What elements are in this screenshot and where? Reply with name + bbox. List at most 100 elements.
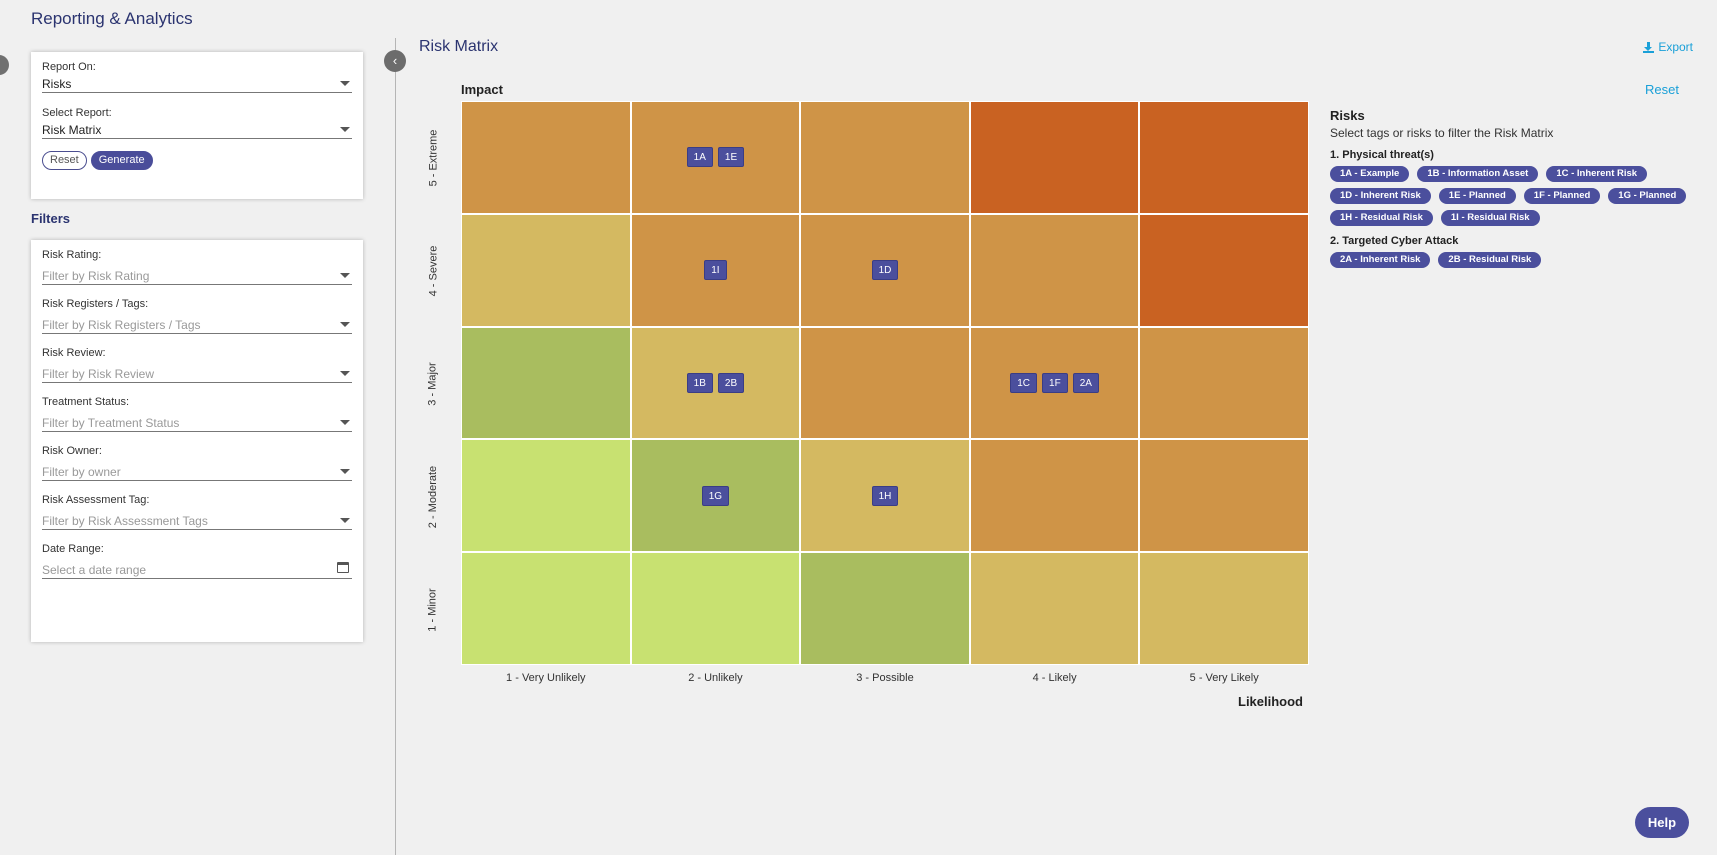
filter-label: Risk Review:	[42, 347, 106, 359]
risks-subtitle: Select tags or risks to filter the Risk …	[1330, 126, 1554, 140]
matrix-cell[interactable]: 1C 1F 2A	[970, 327, 1139, 439]
matrix-cell[interactable]	[970, 553, 1139, 664]
risk-chip[interactable]: 1C - Inherent Risk	[1546, 166, 1648, 182]
filter-input[interactable]: Filter by Risk Review	[42, 365, 352, 383]
risk-chip[interactable]: 1H - Residual Risk	[1330, 210, 1433, 226]
filter-select[interactable]: Risk Owner: Filter by owner	[42, 445, 352, 481]
risk-chip-list: 2A - Inherent Risk 2B - Residual Risk	[1330, 252, 1700, 268]
chevron-down-icon[interactable]	[340, 469, 350, 474]
risk-marker[interactable]: 2A	[1072, 372, 1099, 393]
risk-marker[interactable]: 1A	[686, 147, 713, 168]
impact-axis-label: Impact	[461, 82, 503, 97]
risk-marker[interactable]: 1I	[704, 260, 727, 281]
panel-divider	[395, 38, 396, 855]
chevron-down-icon[interactable]	[340, 81, 350, 86]
matrix-cell[interactable]	[462, 327, 630, 439]
matrix-cell[interactable]: 1D	[801, 214, 969, 326]
filter-select[interactable]: Risk Review: Filter by Risk Review	[42, 347, 352, 383]
risk-marker[interactable]: 2B	[717, 372, 745, 393]
chevron-down-icon[interactable]	[340, 518, 350, 523]
matrix-cell[interactable]	[462, 440, 630, 552]
matrix-cell[interactable]	[970, 440, 1139, 552]
risk-marker[interactable]: 1E	[717, 147, 745, 168]
matrix-reset-link[interactable]: Reset	[1645, 82, 1679, 97]
risk-marker[interactable]: 1C	[1010, 372, 1038, 393]
report-panel: Report On: Risks Select Report: Risk Mat…	[31, 52, 363, 199]
matrix-cell[interactable]	[1140, 214, 1308, 326]
impact-labels: 5 - Extreme 4 - Severe 3 - Major 2 - Modera…	[423, 101, 443, 665]
matrix-cell[interactable]: 1I	[631, 214, 800, 326]
reset-button[interactable]: Reset	[42, 151, 87, 170]
help-button[interactable]: Help	[1635, 807, 1689, 838]
matrix-cell[interactable]	[1140, 440, 1308, 552]
risk-chip[interactable]: 2A - Inherent Risk	[1330, 252, 1431, 268]
report-on-select[interactable]: Report On: Risks	[42, 61, 352, 93]
matrix-cell[interactable]	[1140, 553, 1308, 664]
generate-button[interactable]: Generate	[90, 151, 153, 170]
report-on-value[interactable]: Risks	[42, 75, 352, 93]
sidebar-toggle-icon[interactable]	[0, 55, 9, 75]
chevron-down-icon[interactable]	[340, 322, 350, 327]
matrix-cell[interactable]	[970, 102, 1139, 213]
risk-marker[interactable]: 1F	[1042, 372, 1068, 393]
matrix-cell[interactable]: 1G	[631, 440, 800, 552]
filter-input[interactable]: Filter by Risk Registers / Tags	[42, 316, 352, 334]
risk-chip[interactable]: 1I - Residual Risk	[1440, 210, 1540, 226]
matrix-cell[interactable]	[462, 214, 630, 326]
date-range-field[interactable]: Date Range: Select a date range	[42, 543, 352, 579]
risk-chip[interactable]: 1D - Inherent Risk	[1330, 188, 1431, 204]
filter-select[interactable]: Risk Assessment Tag: Filter by Risk Asses…	[42, 494, 352, 530]
filter-select[interactable]: Risk Registers / Tags: Filter by Risk Reg…	[42, 298, 352, 334]
matrix-cell[interactable]: 1A 1E	[631, 102, 800, 213]
matrix-cell[interactable]	[1140, 102, 1308, 213]
likelihood-axis-label: Likelihood	[1238, 694, 1303, 709]
matrix-cell[interactable]: 1B 2B	[631, 327, 800, 439]
risk-chip[interactable]: 1A - Example	[1330, 166, 1410, 182]
risk-marker[interactable]: 1B	[686, 372, 713, 393]
filter-label: Risk Registers / Tags:	[42, 298, 149, 310]
impact-row-label: 5 - Extreme	[427, 129, 440, 186]
matrix-cell[interactable]	[801, 327, 969, 439]
date-range-input[interactable]: Select a date range	[42, 561, 352, 579]
matrix-cell[interactable]	[801, 553, 969, 664]
likelihood-column-label: 2 - Unlikely	[688, 672, 743, 684]
risk-chip[interactable]: 1E - Planned	[1438, 188, 1516, 204]
risk-group-title: 2. Targeted Cyber Attack	[1330, 235, 1459, 247]
matrix-cell[interactable]	[970, 214, 1139, 326]
risk-marker[interactable]: 1G	[701, 485, 730, 506]
risk-chip[interactable]: 2B - Residual Risk	[1438, 252, 1542, 268]
risk-marker[interactable]: 1D	[871, 260, 899, 281]
filter-select[interactable]: Risk Rating: Filter by Risk Rating	[42, 249, 352, 285]
filter-input[interactable]: Filter by Risk Assessment Tags	[42, 512, 352, 530]
calendar-icon[interactable]	[337, 562, 349, 573]
filter-input[interactable]: Filter by owner	[42, 463, 352, 481]
filters-panel: Risk Rating: Filter by Risk Rating Risk Re…	[31, 240, 363, 642]
select-report-select[interactable]: Select Report: Risk Matrix	[42, 107, 352, 139]
filter-select[interactable]: Treatment Status: Filter by Treatment Sta…	[42, 396, 352, 432]
matrix-cell[interactable]	[462, 102, 630, 213]
chevron-down-icon[interactable]	[340, 127, 350, 132]
risk-chip[interactable]: 1B - Information Asset	[1417, 166, 1539, 182]
matrix-cell[interactable]	[801, 102, 969, 213]
app-title: Reporting & Analytics	[31, 9, 193, 28]
matrix-cell[interactable]	[462, 553, 630, 664]
risk-marker[interactable]: 1H	[871, 485, 899, 506]
export-button[interactable]: Export	[1643, 40, 1693, 54]
matrix-cell[interactable]	[631, 553, 800, 664]
matrix-cell[interactable]	[1140, 327, 1308, 439]
filter-input[interactable]: Filter by Risk Rating	[42, 267, 352, 285]
impact-row-label: 1 - Minor	[427, 587, 439, 632]
impact-row-label: 2 - Moderate	[427, 465, 439, 528]
chevron-down-icon[interactable]	[340, 420, 350, 425]
matrix-cell[interactable]: 1H	[801, 440, 969, 552]
chevron-down-icon[interactable]	[340, 371, 350, 376]
filters-heading: Filters	[31, 211, 71, 226]
risk-chip[interactable]: 1F - Planned	[1523, 188, 1601, 204]
select-report-value[interactable]: Risk Matrix	[42, 121, 352, 139]
filter-input[interactable]: Filter by Treatment Status	[42, 414, 352, 432]
risk-chip[interactable]: 1G - Planned	[1608, 188, 1687, 204]
collapse-panel-button[interactable]: ‹	[384, 50, 406, 72]
impact-row-label: 4 - Severe	[427, 245, 439, 296]
filter-label: Risk Assessment Tag:	[42, 494, 150, 506]
chevron-down-icon[interactable]	[340, 273, 350, 278]
